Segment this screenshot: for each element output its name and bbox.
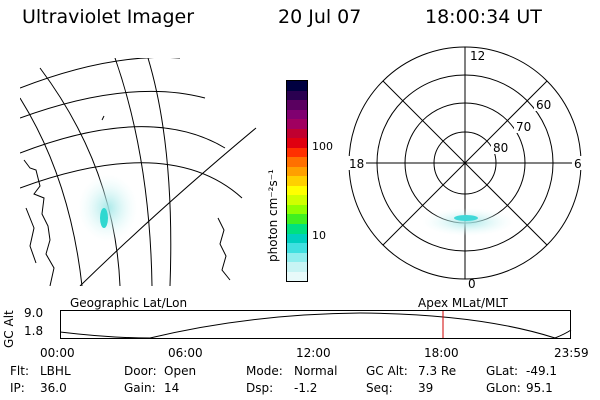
colorbar-swatch xyxy=(287,119,307,129)
status-value: -49.1 xyxy=(526,364,558,378)
colorbar xyxy=(286,80,308,282)
status-value: Normal xyxy=(294,364,338,378)
colorbar-swatch xyxy=(287,81,307,91)
alt-xtick-1200: 12:00 xyxy=(296,346,331,360)
mlt-label-6: 6 xyxy=(574,157,582,171)
lat-label-80: 80 xyxy=(493,141,508,155)
mlt-label-12: 12 xyxy=(470,49,485,63)
alt-ytick-9: 9.0 xyxy=(24,306,44,320)
colorbar-swatch xyxy=(287,176,307,186)
alt-ylabel: GC Alt xyxy=(2,310,16,348)
aurora-oval-peak xyxy=(454,215,478,221)
status-value: LBHL xyxy=(40,364,71,378)
colorbar-swatch xyxy=(287,262,307,272)
alt-ytick-1-8: 1.8 xyxy=(24,324,44,338)
colorbar-swatch xyxy=(287,138,307,148)
colorbar-swatch xyxy=(287,109,307,120)
colorbar-swatch xyxy=(287,252,307,263)
geographic-map xyxy=(20,58,257,286)
colorbar-swatch xyxy=(287,90,307,101)
colorbar-swatch xyxy=(287,147,307,158)
colorbar-swatch xyxy=(287,233,307,244)
colorbar-swatch xyxy=(287,157,307,167)
lat-label-70: 70 xyxy=(516,120,531,134)
altitude-curve xyxy=(60,312,572,339)
status-value: Open xyxy=(164,364,197,378)
status-label: Mode: xyxy=(246,364,283,378)
lat-label-60: 60 xyxy=(536,98,551,112)
colorbar-swatch xyxy=(287,185,307,196)
status-label: Dsp: xyxy=(246,381,274,395)
colorbar-swatch xyxy=(287,128,307,139)
alt-xtick-1800: 18:00 xyxy=(424,346,459,360)
status-value: 36.0 xyxy=(40,381,67,395)
status-value: 39 xyxy=(418,381,434,395)
colorbar-swatch xyxy=(287,100,307,110)
status-label: GC Alt: xyxy=(366,364,408,378)
polar-plot: 12 18 6 0 60 70 80 xyxy=(348,46,584,291)
status-label: Flt: xyxy=(10,364,29,378)
aurora-oval xyxy=(422,208,514,236)
polar-caption: Apex MLat/MLT xyxy=(418,296,508,310)
colorbar-swatch xyxy=(287,204,307,215)
colorbar-tick-100: 100 xyxy=(312,140,333,153)
colorbar-swatch xyxy=(287,271,307,282)
alt-xtick-0600: 06:00 xyxy=(168,346,203,360)
instrument-title: Ultraviolet Imager xyxy=(22,6,195,28)
alt-xtick-2359: 23:59 xyxy=(554,346,589,360)
status-value: -1.2 xyxy=(294,381,318,395)
aurora-emission xyxy=(78,174,138,242)
colorbar-unit-label: photon cm⁻²s⁻¹ xyxy=(266,169,280,262)
colorbar-swatch xyxy=(287,195,307,205)
status-label: GLon: xyxy=(486,381,521,395)
status-label: Gain: xyxy=(124,381,156,395)
status-value: 95.1 xyxy=(526,381,553,395)
mlt-label-18: 18 xyxy=(349,157,364,171)
colorbar-tick-10: 10 xyxy=(312,229,326,242)
colorbar-swatch xyxy=(287,243,307,253)
aurora-peak xyxy=(100,208,108,228)
mlt-label-0: 0 xyxy=(468,277,476,291)
status-label: Door: xyxy=(124,364,157,378)
status-label: Seq: xyxy=(366,381,393,395)
time-label: 18:00:34 UT xyxy=(425,6,542,28)
colorbar-swatch xyxy=(287,223,307,234)
status-label: GLat: xyxy=(486,364,519,378)
date-label: 20 Jul 07 xyxy=(278,6,362,28)
status-value: 14 xyxy=(164,381,180,395)
colorbar-swatch xyxy=(287,214,307,224)
colorbar-swatch xyxy=(287,166,307,177)
status-label: IP: xyxy=(10,381,25,395)
geo-caption: Geographic Lat/Lon xyxy=(70,296,188,310)
status-value: 7.3 Re xyxy=(418,364,457,378)
altitude-plot xyxy=(60,310,572,339)
alt-xtick-0000: 00:00 xyxy=(40,346,75,360)
